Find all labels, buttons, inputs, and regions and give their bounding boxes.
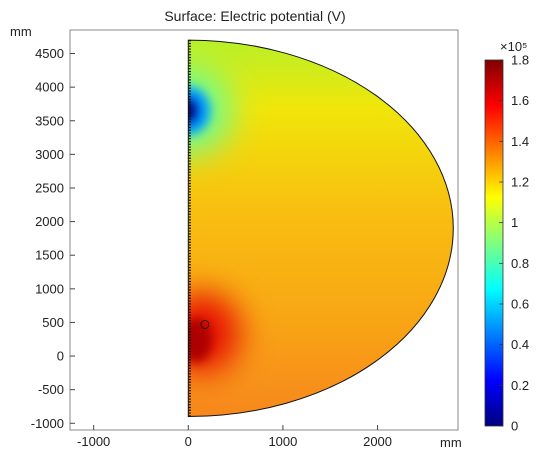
field-features (188, 66, 240, 373)
colorbar-gradient (484, 59, 504, 427)
x-tick-label: 0 (185, 434, 192, 449)
y-tick-label: 3000 (35, 147, 64, 162)
y-tick-label: -1000 (31, 416, 64, 431)
y-tick-label: 2500 (35, 180, 64, 195)
low-potential-ring (188, 86, 211, 135)
y-axis: -1000 -500 0 500 1000 1500 2000 2500 3000 3500 400… (31, 46, 75, 431)
y-tick-label: -500 (38, 382, 64, 397)
colorbar-multiplier: ×10⁵ (500, 39, 527, 54)
y-tick-label: 4500 (35, 46, 64, 61)
y-tick-label: 2000 (35, 214, 64, 229)
domain-boundary (187, 39, 454, 418)
colorbar-tick-label: 1.6 (511, 93, 529, 108)
y-tick-label: 0 (57, 349, 64, 364)
y-tick-label: 1500 (35, 248, 64, 263)
colorbar-ticks: 0 0.2 0.4 0.6 0.8 1 1.2 1.4 1.6 1.8 (499, 53, 529, 434)
y-unit-label: mm (10, 24, 32, 39)
x-tick-label: 1000 (268, 434, 297, 449)
low-potential-halo (188, 66, 233, 155)
colorbar-tick-label: 1 (511, 215, 518, 230)
colorbar-tick-label: 0.8 (511, 256, 529, 271)
chart-title: Surface: Electric potential (V) (164, 8, 345, 24)
colorbar-tick-label: 0 (511, 419, 518, 434)
high-potential-core (188, 318, 212, 363)
y-tick-label: 4000 (35, 80, 64, 95)
colorbar-tick-label: 1.4 (511, 134, 529, 149)
colorbar: ×10⁵ 0 0.2 0.4 0.6 0.8 1 1.2 1.4 1.6 1.8 (484, 39, 529, 434)
colorbar-tick-label: 1.2 (511, 175, 529, 190)
colorbar-tick-label: 0.4 (511, 337, 529, 352)
x-unit-label: mm (440, 435, 462, 450)
y-tick-label: 1000 (35, 281, 64, 296)
y-tick-label: 3500 (35, 113, 64, 128)
colorbar-tick-label: 0.6 (511, 297, 529, 312)
x-tick-label: 2000 (363, 434, 392, 449)
x-axis: -1000 0 1000 2000 (77, 425, 392, 449)
colorbar-tick-label: 0.2 (511, 378, 529, 393)
colorbar-tick-label: 1.8 (511, 53, 529, 68)
x-tick-label: -1000 (77, 434, 110, 449)
y-tick-label: 500 (42, 315, 64, 330)
electrode-contour (200, 320, 210, 329)
low-potential-core (188, 98, 198, 123)
